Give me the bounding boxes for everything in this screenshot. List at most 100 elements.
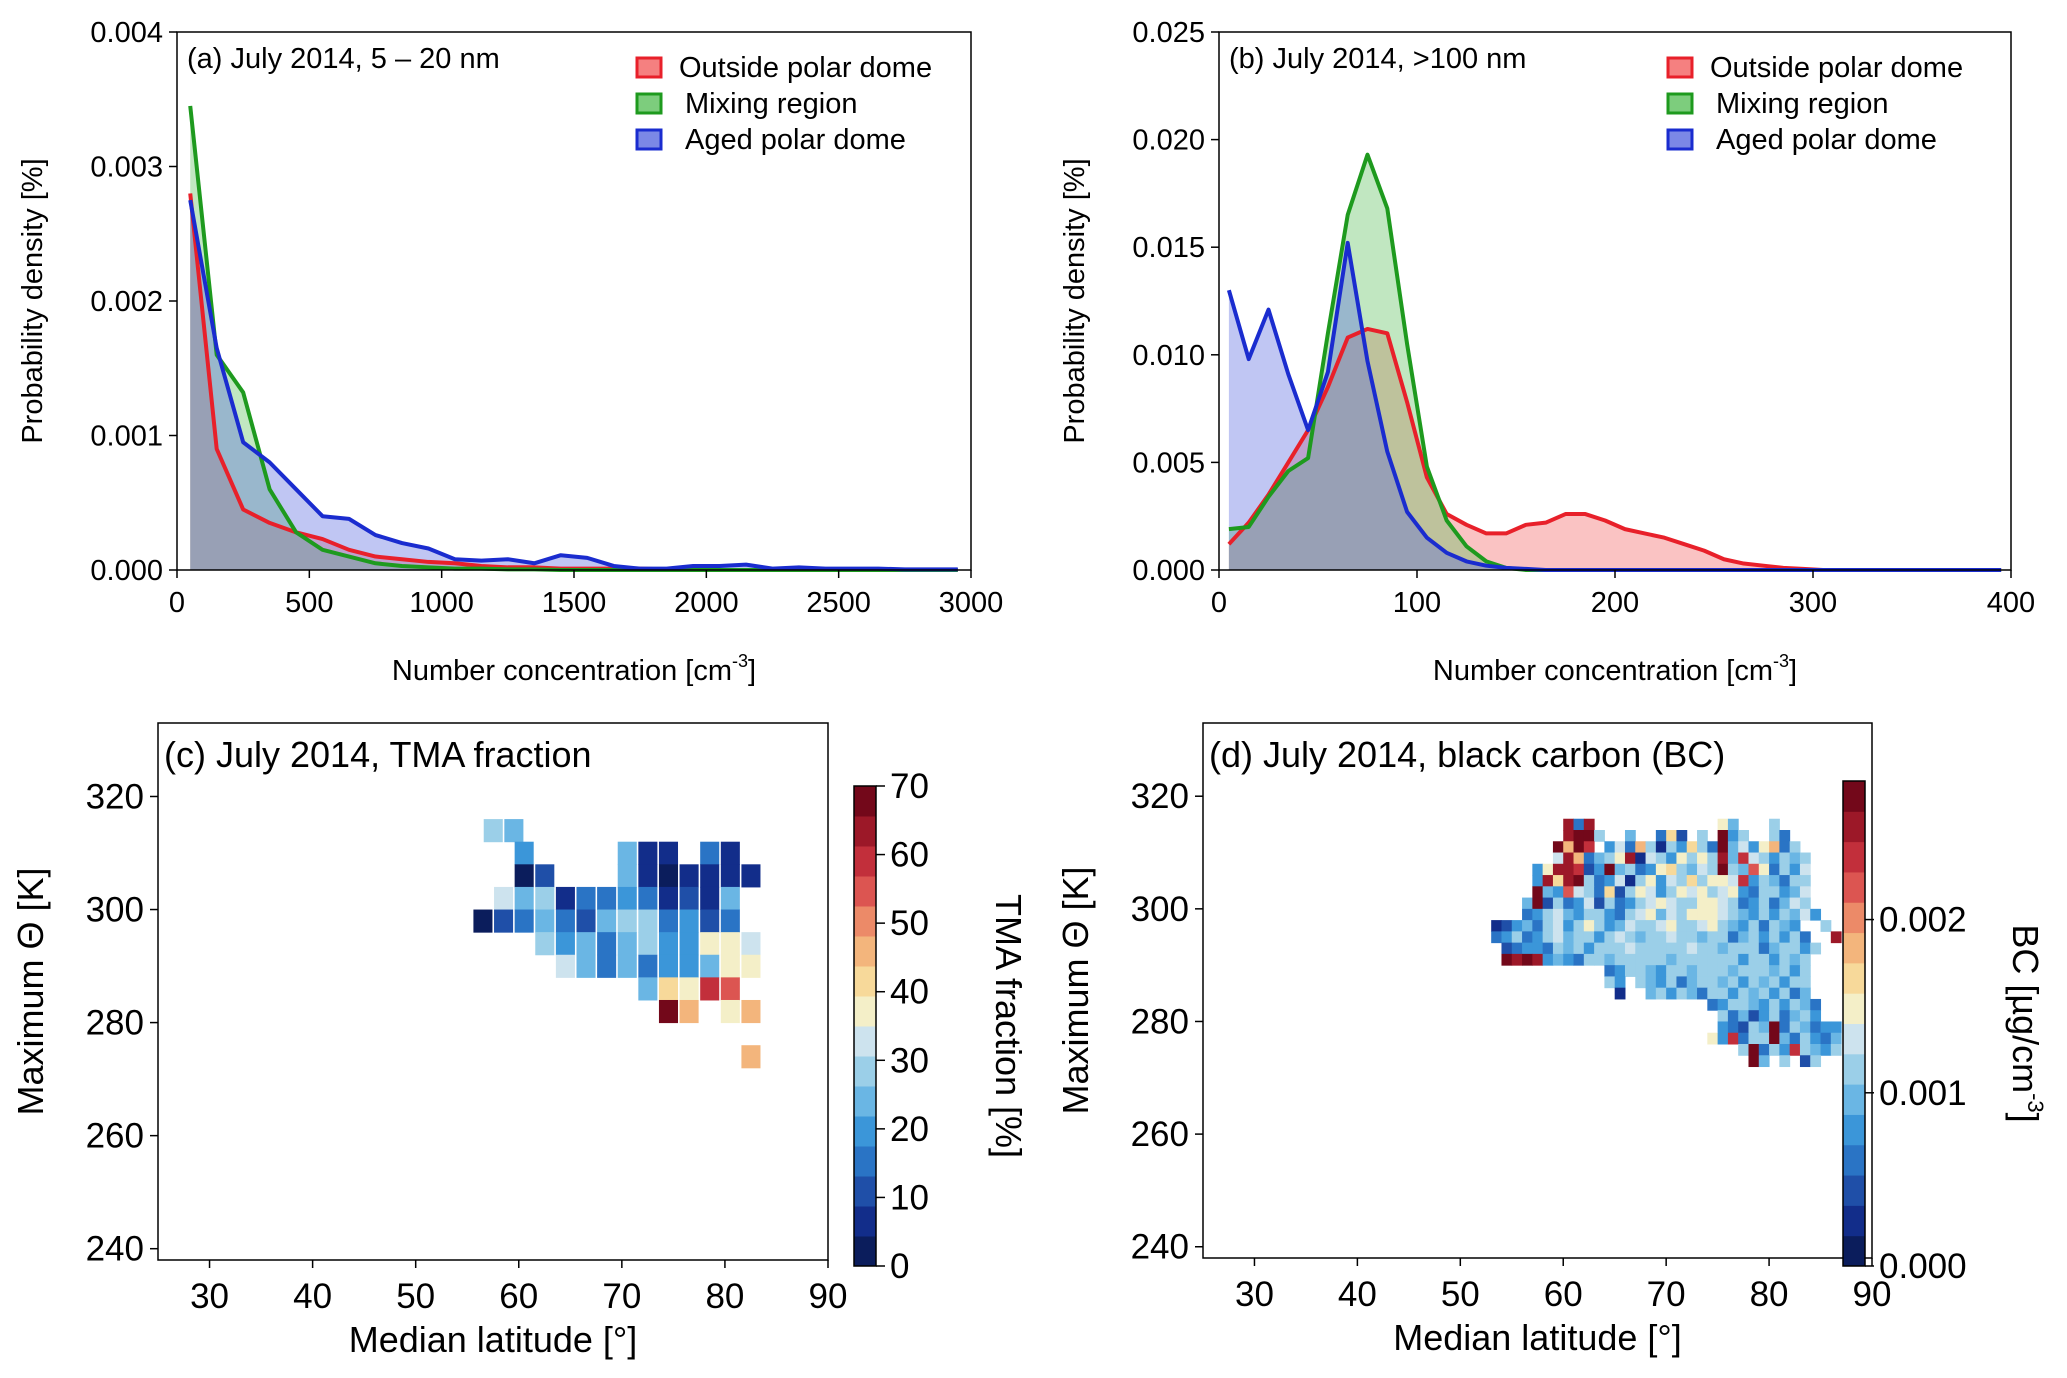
series-fill-0 — [1228, 328, 2002, 570]
x-tick-label: 1000 — [409, 587, 474, 619]
heatmap-cell — [1707, 942, 1719, 955]
heatmap-cell — [1583, 897, 1595, 910]
heatmap-cell — [1604, 852, 1616, 865]
y-tick-label: 0.005 — [1132, 447, 1205, 479]
heatmap-cell — [1666, 953, 1677, 966]
heatmap-cell — [1563, 875, 1575, 887]
heatmap-cell — [1769, 1021, 1780, 1034]
heatmap-cell — [1604, 920, 1616, 932]
heatmap-cell — [1604, 875, 1616, 887]
heatmap-cell — [1799, 886, 1811, 899]
heatmap-cell — [1532, 863, 1544, 876]
heatmap-cell — [1552, 920, 1564, 932]
colorbar-label-main: TMA fraction [%] — [988, 894, 1029, 1158]
heatmap-cell — [1645, 942, 1657, 955]
heatmap-cell — [700, 932, 720, 956]
heatmap-cell — [1727, 931, 1739, 944]
heatmap-cell — [1635, 942, 1647, 955]
colorbar-frame — [853, 785, 877, 1267]
heatmap-cell — [1697, 908, 1708, 921]
heatmap-cell — [1799, 1032, 1811, 1045]
heatmap-cell — [555, 954, 575, 978]
heatmap-cell — [1717, 886, 1729, 899]
heatmap-cell — [1552, 897, 1564, 910]
heatmap-cell — [535, 864, 555, 888]
panel-title: (a) July 2014, 5 – 20 nm — [187, 43, 500, 75]
heatmap-cell — [1779, 908, 1791, 921]
colorbar-tick-label: 0.000 — [1879, 1247, 1967, 1286]
heatmap-cell — [555, 909, 575, 933]
heatmap-cell — [1666, 841, 1677, 854]
y-tick-label: 240 — [86, 1230, 144, 1269]
heatmap-cell — [1748, 1010, 1760, 1022]
heatmap-cell — [1563, 863, 1575, 876]
panel-title: (b) July 2014, >100 nm — [1229, 43, 1526, 75]
y-axis-label: Maximum Θ [K] — [10, 867, 51, 1115]
heatmap-cell — [1645, 953, 1657, 966]
heatmap-cell — [1779, 942, 1791, 955]
heatmap-cell — [1573, 953, 1585, 966]
heatmap-cell — [1614, 852, 1626, 865]
heatmap-cell — [1645, 987, 1657, 1000]
heatmap-cell — [617, 932, 637, 956]
heatmap-cell — [1707, 863, 1719, 876]
heatmap-cell — [1758, 908, 1770, 921]
heatmap-cell — [1769, 852, 1780, 865]
heatmap-cell — [1789, 875, 1801, 887]
heatmap-cell — [1758, 1032, 1770, 1045]
legend-label-0: Outside polar dome — [1710, 52, 1963, 84]
x-axis-label-sup: -3 — [732, 651, 748, 671]
heatmap-cell — [1573, 931, 1585, 944]
heatmap-cell — [1820, 1032, 1832, 1045]
heatmap-cell — [514, 886, 534, 911]
heatmap-cell — [1820, 1021, 1832, 1034]
heatmap-cell — [1624, 965, 1636, 977]
heatmap-cell — [1624, 886, 1636, 899]
heatmap-cell — [1717, 1032, 1729, 1045]
heatmap-cell — [1676, 942, 1688, 955]
heatmap-cell — [1799, 931, 1811, 944]
heatmap-cell — [1758, 841, 1770, 854]
heatmap-cell — [1666, 875, 1677, 887]
heatmap-cell — [1645, 852, 1657, 865]
x-tick-label: 40 — [293, 1277, 332, 1316]
heatmap-cell — [1789, 1032, 1801, 1045]
y-axis-label: Probability density [%] — [1059, 158, 1091, 443]
heatmap-cell — [1717, 852, 1729, 865]
heatmap-cell — [1676, 897, 1688, 910]
x-tick-label: 70 — [1647, 1275, 1686, 1314]
heatmap-cell — [1583, 863, 1595, 876]
heatmap-cell — [1614, 863, 1626, 876]
heatmap-cell — [1769, 976, 1780, 989]
heatmap-cell — [1727, 1021, 1739, 1034]
x-tick-label: 60 — [499, 1277, 538, 1316]
heatmap-cell — [1758, 931, 1770, 944]
heatmap-cell — [679, 999, 699, 1024]
heatmap-cell — [1624, 931, 1636, 944]
heatmap-cell — [1645, 965, 1657, 977]
heatmap-cell — [1676, 852, 1688, 865]
heatmap-cell — [1501, 953, 1513, 966]
heatmap-cell — [1769, 920, 1780, 932]
x-tick-label: 40 — [1338, 1275, 1377, 1314]
heatmap-cell — [1717, 987, 1729, 1000]
heatmap-cell — [1676, 886, 1688, 899]
heatmap-cell — [1594, 908, 1605, 921]
colorbar-segment — [854, 1146, 876, 1177]
heatmap-cell — [1779, 886, 1791, 899]
heatmap-cell — [1604, 863, 1616, 876]
heatmap-cell — [1727, 1010, 1739, 1022]
heatmap-cell — [1758, 1021, 1770, 1034]
heatmap-cell — [1594, 931, 1605, 944]
heatmap-cell — [1552, 841, 1564, 854]
heatmap-cell — [1666, 942, 1677, 955]
heatmap-cell — [1789, 852, 1801, 865]
heatmap-cell — [1645, 920, 1657, 932]
heatmap-cell — [1717, 920, 1729, 932]
colorbar-label-main: BC [µg/cm — [2005, 924, 2046, 1093]
heatmap-cell — [1563, 886, 1575, 899]
heatmap-cell — [1799, 908, 1811, 921]
heatmap-cell — [1552, 886, 1564, 899]
heatmap-cell — [1707, 920, 1719, 932]
heatmap-cell — [1697, 920, 1708, 932]
